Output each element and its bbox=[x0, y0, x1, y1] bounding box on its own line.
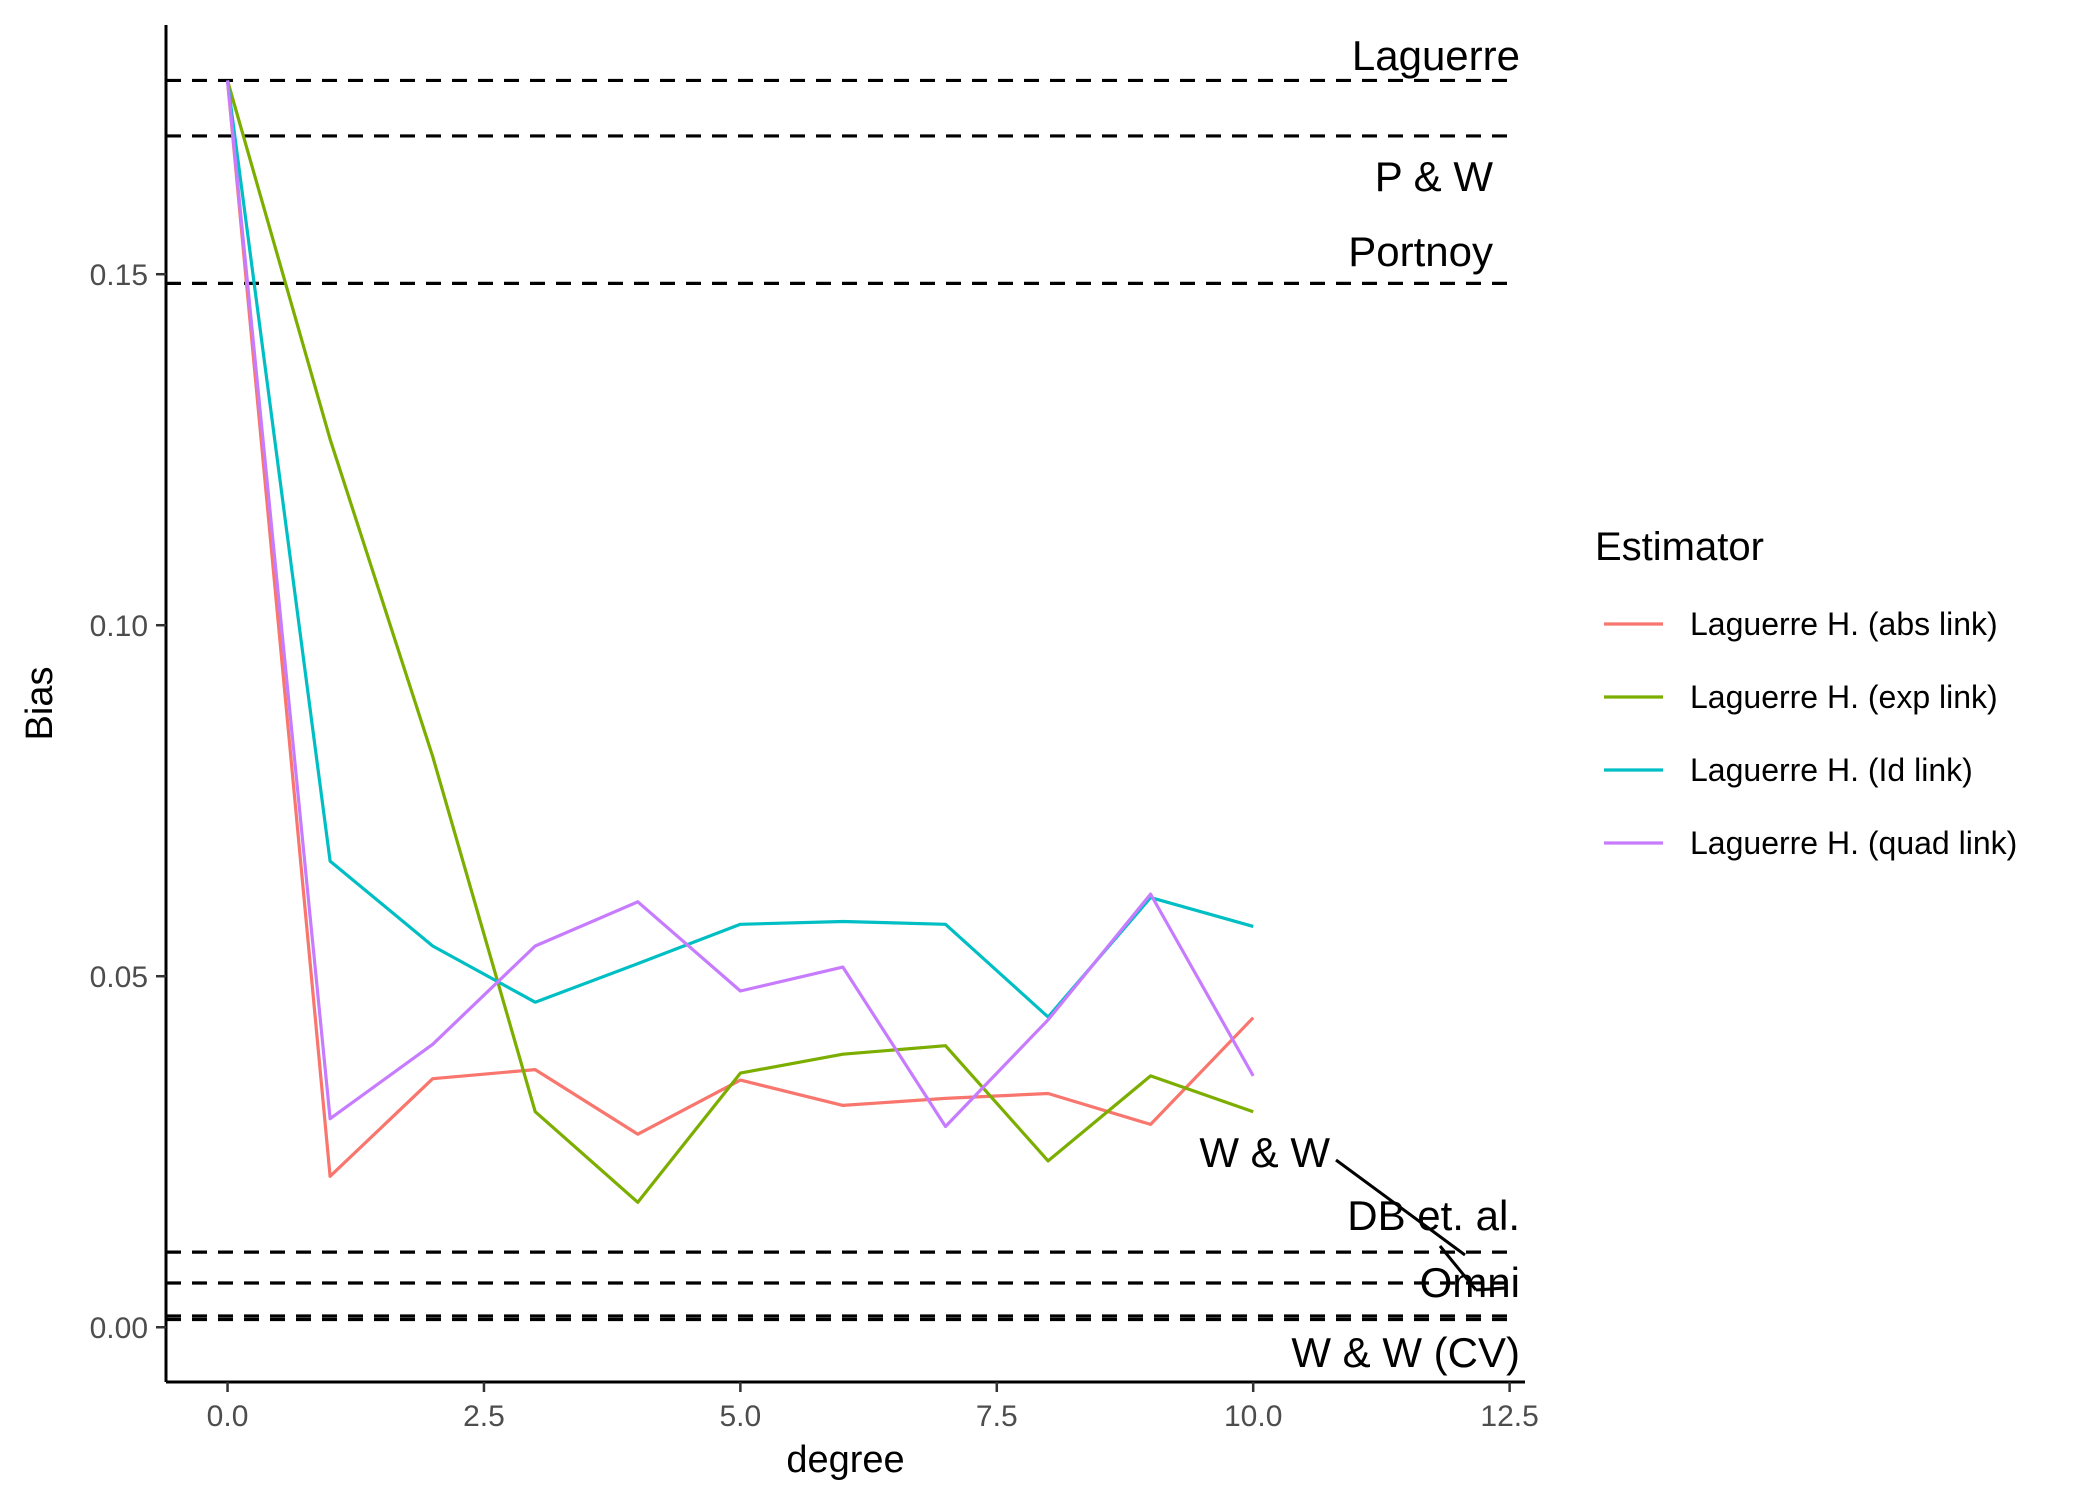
label-connector-db-et-al bbox=[1438, 1245, 1478, 1291]
legend-title: Estimator bbox=[1595, 525, 1764, 569]
x-tick-label: 0.0 bbox=[207, 1400, 249, 1433]
x-tick-label: 7.5 bbox=[976, 1400, 1018, 1433]
y-tick-label: 0.05 bbox=[90, 961, 148, 994]
reference-label-laguerre: Laguerre bbox=[1352, 32, 1520, 79]
y-tick-label: 0.00 bbox=[90, 1312, 148, 1345]
x-tick-label: 5.0 bbox=[720, 1400, 762, 1433]
series-line-laguerre-h-quad-link bbox=[225, 80, 1255, 1129]
series-lines bbox=[225, 80, 1255, 1204]
x-tick-label: 2.5 bbox=[463, 1400, 505, 1433]
x-tick-label: 10.0 bbox=[1224, 1400, 1282, 1433]
series-line-laguerre-h-abs-link bbox=[225, 80, 1255, 1178]
x-tick-label: 12.5 bbox=[1480, 1400, 1538, 1433]
series-line-laguerre-h-id-link bbox=[225, 80, 1254, 1019]
reference-label-omni: Omni bbox=[1420, 1259, 1520, 1306]
legend: Estimator Laguerre H. (abs link) Laguerre … bbox=[1595, 525, 2017, 861]
reference-label-p-w: P & W bbox=[1375, 153, 1494, 200]
legend-label-laguerre-h-id-link: Laguerre H. (Id link) bbox=[1690, 752, 1973, 788]
reference-line-labels: Laguerre P & W Portnoy DB et. al. Omni W & W W… bbox=[1199, 32, 1520, 1376]
legend-label-laguerre-h-abs-link: Laguerre H. (abs link) bbox=[1690, 606, 1998, 642]
axes: 0.0 2.5 5.0 7.5 10.0 12.5 0.00 0.05 0.10 0.15 degr… bbox=[19, 25, 1539, 1481]
label-connector-omni bbox=[1475, 1286, 1506, 1292]
legend-label-laguerre-h-quad-link: Laguerre H. (quad link) bbox=[1690, 825, 2017, 861]
reference-label-w-w: W & W bbox=[1199, 1129, 1330, 1176]
reference-label-portnoy: Portnoy bbox=[1348, 228, 1493, 275]
label-connector-w-and-w bbox=[1335, 1158, 1466, 1257]
y-tick-label: 0.10 bbox=[90, 610, 148, 643]
reference-label-w-w-cv: W & W (CV) bbox=[1291, 1329, 1520, 1376]
reference-label-db-et-al: DB et. al. bbox=[1347, 1192, 1520, 1239]
x-axis-title: degree bbox=[786, 1439, 904, 1481]
y-axis-title: Bias bbox=[19, 667, 61, 741]
legend-label-laguerre-h-exp-link: Laguerre H. (exp link) bbox=[1690, 679, 1998, 715]
y-tick-label: 0.15 bbox=[90, 259, 148, 292]
series-line-laguerre-h-exp-link bbox=[225, 80, 1254, 1204]
reference-lines bbox=[166, 78, 1510, 1322]
